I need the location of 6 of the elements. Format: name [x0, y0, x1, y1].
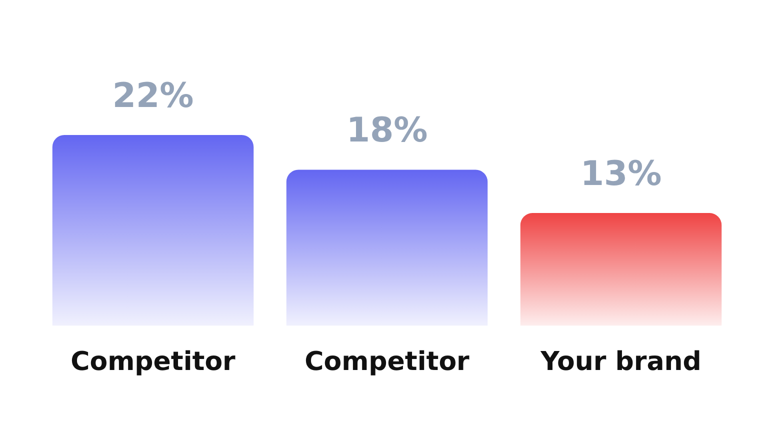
data-label: 13%	[580, 154, 662, 194]
x-tick-label: Competitor	[70, 347, 236, 378]
data-label: 18%	[346, 110, 428, 151]
data-label: 22%	[112, 76, 194, 116]
x-tick-label: Competitor	[304, 347, 470, 378]
x-tick-label: Your brand	[540, 347, 702, 378]
